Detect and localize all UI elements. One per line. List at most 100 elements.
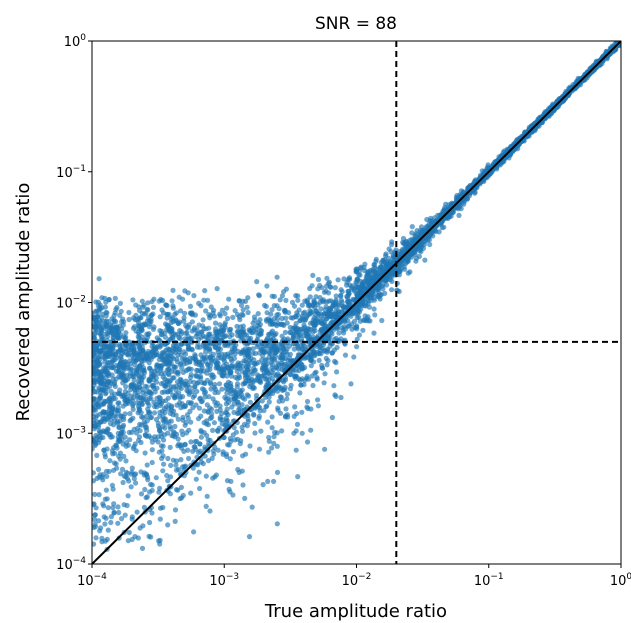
scatter-point [140,394,146,400]
scatter-point [386,246,392,252]
scatter-point [266,350,272,356]
scatter-point [151,410,158,416]
scatter-point [268,359,274,365]
scatter-point [265,478,271,484]
scatter-point [329,414,335,421]
scatter-point [361,268,368,274]
scatter-point [140,323,146,329]
scatter-point [102,451,108,457]
scatter-point [304,404,310,410]
scatter-point [224,305,230,311]
scatter-point [135,390,141,396]
scatter-point [283,297,289,303]
scatter-point [227,334,233,340]
scatter-point [223,386,230,392]
scatter-point [268,345,274,351]
scatter-point [203,349,209,355]
scatter-point [372,312,378,318]
scatter-point [154,395,160,402]
scatter-point [216,425,222,431]
scatter-point [162,334,168,340]
scatter-point [160,504,166,511]
scatter-point [160,417,166,423]
scatter-point [242,375,249,381]
scatter-point [373,288,380,294]
scatter-point [165,478,171,484]
scatter-point [244,392,250,398]
scatter-point [203,473,209,479]
scatter-point [245,309,251,316]
scatter-point [92,406,97,413]
scatter-point [256,413,262,419]
scatter-point [203,343,209,350]
scatter-point [161,461,167,467]
scatter-point [123,474,129,480]
scatter-point [190,405,196,411]
scatter-point [141,419,147,425]
scatter-point [144,494,150,500]
scatter-point [232,437,238,443]
scatter-point [207,331,213,337]
scatter-point [247,399,253,405]
scatter-point [335,277,341,283]
scatter-point [217,416,223,422]
scatter-point [113,443,119,449]
scatter-point [115,504,121,510]
scatter-point [310,272,316,278]
scatter-point [123,443,129,449]
scatter-point [129,514,135,520]
scatter-point [242,369,248,376]
scatter-point [219,372,226,379]
scatter-point [149,459,155,466]
scatter-point [108,519,114,526]
scatter-point [224,417,230,424]
scatter-point [312,311,318,317]
scatter-point [274,469,281,475]
scatter-point [274,303,280,309]
scatter-point [146,331,152,337]
scatter-point [129,384,135,390]
scatter-point [277,297,283,303]
scatter-point [103,389,109,396]
scatter-point [142,486,148,493]
scatter-point [291,346,297,352]
scatter-point [94,314,101,320]
scatter-point [181,318,187,324]
scatter-point [148,534,154,540]
scatter-point [208,304,214,310]
scatter-point [180,369,186,375]
scatter-point [112,407,118,413]
scatter-point [354,344,360,350]
scatter-point [318,306,324,312]
scatter-point [107,458,113,464]
scatter-point [144,384,150,390]
scatter-point [292,404,298,410]
scatter-point [200,317,206,323]
scatter-point [145,300,151,306]
scatter-point [294,421,301,427]
scatter-point [380,282,386,288]
scatter-point [136,434,143,440]
scatter-point [146,402,152,408]
scatter-point [210,310,216,316]
scatter-point [315,403,321,409]
scatter-point [169,354,175,360]
scatter-point [324,362,330,368]
scatter-point [329,350,335,356]
scatter-point [187,303,194,309]
scatter-point [293,293,299,299]
scatter-point [202,389,209,395]
scatter-point [269,307,275,313]
scatter-point [205,362,211,368]
scatter-point [94,357,100,363]
scatter-point [324,275,330,281]
scatter-point [113,461,119,467]
scatter-point [199,364,205,371]
scatter-point [164,367,170,373]
scatter-point [169,298,175,304]
scatter-point [186,455,192,462]
scatter-point [102,295,108,301]
scatter-point [157,485,163,491]
scatter-point [202,288,208,294]
scatter-point [271,440,277,446]
